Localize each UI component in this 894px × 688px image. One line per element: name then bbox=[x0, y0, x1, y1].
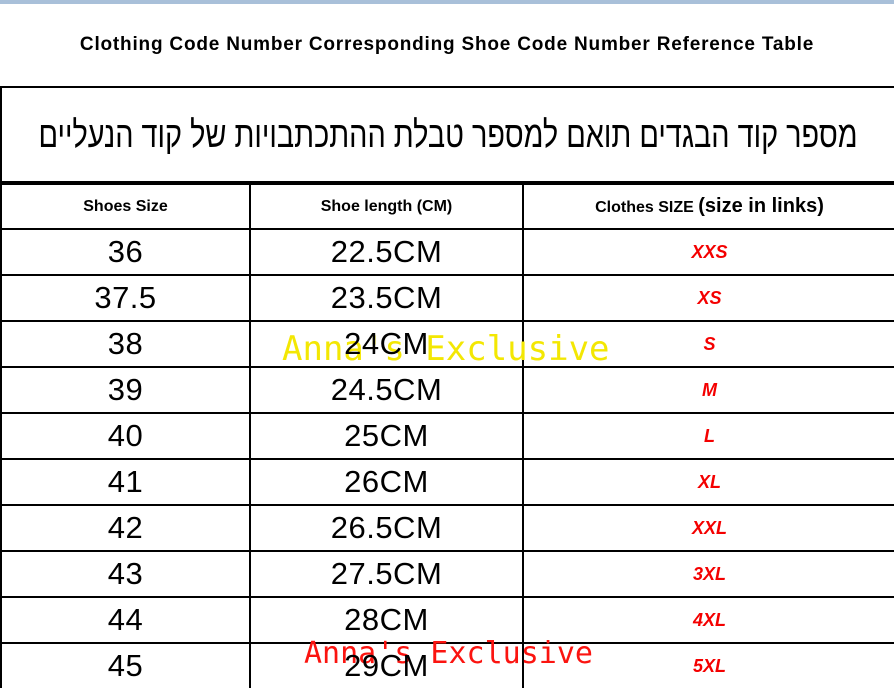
shoe-size-value: 43 bbox=[107, 556, 144, 591]
shoe-length-cell: 26CM bbox=[249, 458, 523, 506]
size-reference-table: Shoes Size Shoe length (CM) Clothes SIZE… bbox=[0, 183, 894, 688]
header-shoes-size-label: Shoes Size bbox=[83, 197, 168, 215]
shoe-size-cell: 44 bbox=[0, 596, 250, 644]
shoe-size-cell: 37.5 bbox=[0, 274, 250, 322]
header-clothes-size-label: Clothes SIZE bbox=[595, 199, 694, 216]
shoe-length-cell: 24CM bbox=[249, 320, 523, 368]
clothes-size-value: 5XL bbox=[692, 655, 726, 676]
table-row: 42 26.5CM XXL bbox=[0, 504, 894, 552]
clothes-size-value: 3XL bbox=[692, 563, 726, 584]
shoe-length-cell: 22.5CM bbox=[249, 228, 523, 276]
shoe-size-cell: 42 bbox=[0, 504, 250, 552]
shoe-size-value: 40 bbox=[107, 418, 144, 453]
clothes-size-cell: XL bbox=[522, 458, 894, 506]
shoe-size-value: 45 bbox=[107, 648, 144, 683]
table-row: 45 29CM 5XL bbox=[0, 642, 894, 688]
shoe-size-cell: 36 bbox=[0, 228, 250, 276]
shoe-size-cell: 39 bbox=[0, 366, 250, 414]
clothes-size-value: 4XL bbox=[692, 609, 726, 630]
header-shoes-size: Shoes Size bbox=[0, 183, 250, 230]
shoe-length-value: 28CM bbox=[344, 602, 429, 637]
shoe-length-value: 22.5CM bbox=[330, 234, 443, 269]
top-accent-bar bbox=[0, 0, 894, 4]
shoe-size-cell: 45 bbox=[0, 642, 250, 688]
page-title-english: Clothing Code Number Corresponding Shoe … bbox=[0, 4, 894, 88]
clothes-size-cell: 3XL bbox=[522, 550, 894, 598]
shoe-length-value: 26CM bbox=[344, 464, 429, 499]
shoe-size-cell: 40 bbox=[0, 412, 250, 460]
clothes-size-cell: XS bbox=[522, 274, 894, 322]
clothes-size-value: XL bbox=[697, 471, 721, 492]
shoe-length-value: 26.5CM bbox=[330, 510, 443, 545]
shoe-size-value: 39 bbox=[107, 372, 144, 407]
shoe-size-cell: 41 bbox=[0, 458, 250, 506]
clothes-size-cell: M bbox=[522, 366, 894, 414]
shoe-length-value: 24.5CM bbox=[330, 372, 443, 407]
clothes-size-value: XXS bbox=[691, 241, 728, 262]
shoe-size-cell: 38 bbox=[0, 320, 250, 368]
clothes-size-cell: S bbox=[522, 320, 894, 368]
shoe-length-value: 25CM bbox=[344, 418, 429, 453]
page-title-hebrew: מספר קוד הבגדים תואם למספר טבלת ההתכתבוי… bbox=[38, 113, 858, 155]
shoe-length-cell: 23.5CM bbox=[249, 274, 523, 322]
table-row: 40 25CM L bbox=[0, 412, 894, 460]
clothes-size-cell: L bbox=[522, 412, 894, 460]
shoe-size-value: 42 bbox=[107, 510, 144, 545]
header-shoe-length: Shoe length (CM) bbox=[249, 183, 523, 230]
table-row: 39 24.5CM M bbox=[0, 366, 894, 414]
shoe-length-cell: 26.5CM bbox=[249, 504, 523, 552]
shoe-length-value: 29CM bbox=[344, 648, 429, 683]
header-shoe-length-label: Shoe length (CM) bbox=[320, 197, 453, 215]
table-header-row: Shoes Size Shoe length (CM) Clothes SIZE… bbox=[0, 183, 894, 230]
clothes-size-value: XS bbox=[697, 287, 722, 308]
clothes-size-cell: 4XL bbox=[522, 596, 894, 644]
clothes-size-cell: XXS bbox=[522, 228, 894, 276]
shoe-size-value: 38 bbox=[107, 326, 144, 361]
table-row: 37.5 23.5CM XS bbox=[0, 274, 894, 322]
clothes-size-value: XXL bbox=[691, 517, 727, 538]
shoe-length-cell: 25CM bbox=[249, 412, 523, 460]
shoe-size-value: 36 bbox=[107, 234, 144, 269]
shoe-size-cell: 43 bbox=[0, 550, 250, 598]
clothes-size-cell: 5XL bbox=[522, 642, 894, 688]
shoe-length-cell: 29CM bbox=[249, 642, 523, 688]
table-row: 44 28CM 4XL bbox=[0, 596, 894, 644]
header-clothes-size: Clothes SIZE (size in links) bbox=[522, 183, 894, 230]
shoe-size-value: 41 bbox=[107, 464, 144, 499]
table-row: 41 26CM XL bbox=[0, 458, 894, 506]
shoe-length-cell: 28CM bbox=[249, 596, 523, 644]
clothes-size-value: S bbox=[703, 333, 716, 354]
shoe-length-cell: 24.5CM bbox=[249, 366, 523, 414]
table-row: 36 22.5CM XXS bbox=[0, 228, 894, 276]
header-size-in-links-label: (size in links) bbox=[698, 195, 824, 217]
table-row: 43 27.5CM 3XL bbox=[0, 550, 894, 598]
shoe-size-value: 44 bbox=[107, 602, 144, 637]
shoe-length-value: 24CM bbox=[344, 326, 429, 361]
clothes-size-value: M bbox=[702, 379, 717, 400]
hebrew-title-row: מספר קוד הבגדים תואם למספר טבלת ההתכתבוי… bbox=[0, 88, 894, 183]
shoe-length-value: 23.5CM bbox=[330, 280, 443, 315]
clothes-size-cell: XXL bbox=[522, 504, 894, 552]
shoe-length-value: 27.5CM bbox=[330, 556, 443, 591]
table-row: 38 24CM S bbox=[0, 320, 894, 368]
clothes-size-value: L bbox=[704, 425, 715, 446]
shoe-size-value: 37.5 bbox=[94, 280, 157, 315]
shoe-length-cell: 27.5CM bbox=[249, 550, 523, 598]
